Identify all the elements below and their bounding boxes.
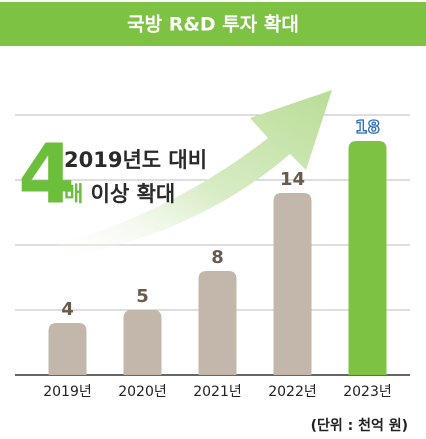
value-label: 14 xyxy=(280,169,305,190)
annotation-highlight: 배 xyxy=(64,182,83,206)
x-tick-label: 2021년 xyxy=(193,384,242,400)
annotation-line2: 배 이상 확대 xyxy=(64,182,175,206)
bar xyxy=(348,141,387,375)
value-label: 8 xyxy=(211,247,224,268)
unit-label: (단위 : 천억 원) xyxy=(311,417,408,434)
bar xyxy=(273,193,312,375)
growth-arrow xyxy=(40,90,332,262)
value-label: 5 xyxy=(136,286,149,307)
annotation-number: 4 xyxy=(18,127,75,222)
x-tick-label: 2022년 xyxy=(268,384,317,400)
value-label: 18 xyxy=(355,117,380,138)
chart-title: 국방 R&D 투자 확대 xyxy=(127,13,299,36)
bar xyxy=(48,323,87,375)
x-tick-label: 2019년 xyxy=(43,384,92,400)
annotation-line1: 2019년도 대비 xyxy=(64,148,207,172)
x-tick-label: 2023년 xyxy=(343,384,392,400)
x-tick-label: 2020년 xyxy=(118,384,167,400)
bar xyxy=(123,310,162,375)
annotation-text: 이상 확대 xyxy=(91,182,176,206)
value-label: 4 xyxy=(61,299,74,320)
bar xyxy=(198,271,237,375)
bars: 2019년 4 2020년 5 2021년 8 2022년 14 2023년 18 xyxy=(43,116,392,400)
title-banner xyxy=(0,2,426,46)
